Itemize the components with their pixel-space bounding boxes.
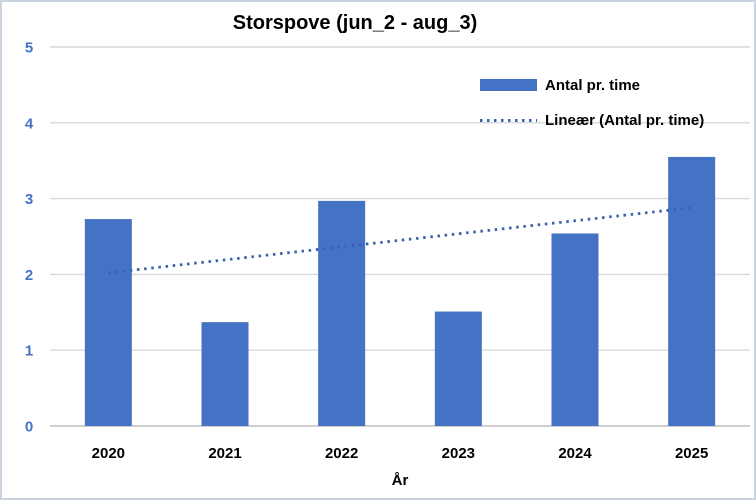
x-tick-label-2022: 2022 xyxy=(325,445,358,462)
legend-label-trendline: Lineær (Antal pr. time) xyxy=(545,111,705,129)
bar-2023 xyxy=(434,311,482,426)
y-tick-label-3: 3 xyxy=(25,191,33,208)
legend: Antal pr. time Lineær (Antal pr. time) xyxy=(480,72,704,133)
chart-title: Storspove (jun_2 - aug_3) xyxy=(232,12,478,34)
y-tick-label-1: 1 xyxy=(25,343,33,360)
x-tick-label-2023: 2023 xyxy=(442,445,475,462)
x-tick-label-2020: 2020 xyxy=(92,445,125,462)
legend-item-trendline: Lineær (Antal pr. time) xyxy=(480,107,704,133)
y-tick-label-4: 4 xyxy=(25,115,34,132)
x-axis-title: År xyxy=(392,472,409,489)
legend-swatch-bar xyxy=(480,79,537,91)
bar-2020 xyxy=(84,219,132,426)
x-tick-label-2021: 2021 xyxy=(208,445,241,462)
legend-label-bars: Antal pr. time xyxy=(545,76,641,94)
y-tick-label-2: 2 xyxy=(25,267,33,284)
bar-2021 xyxy=(201,322,249,426)
bar-2022 xyxy=(318,200,366,426)
y-tick-label-5: 5 xyxy=(25,40,33,57)
bar-2024 xyxy=(551,233,599,426)
legend-swatch-trendline xyxy=(480,118,537,122)
legend-item-bars: Antal pr. time xyxy=(480,72,704,98)
x-tick-label-2024: 2024 xyxy=(558,445,592,462)
trendline xyxy=(108,206,692,275)
x-tick-label-2025: 2025 xyxy=(675,445,708,462)
y-tick-label-0: 0 xyxy=(25,419,33,436)
bar-2025 xyxy=(668,156,716,426)
